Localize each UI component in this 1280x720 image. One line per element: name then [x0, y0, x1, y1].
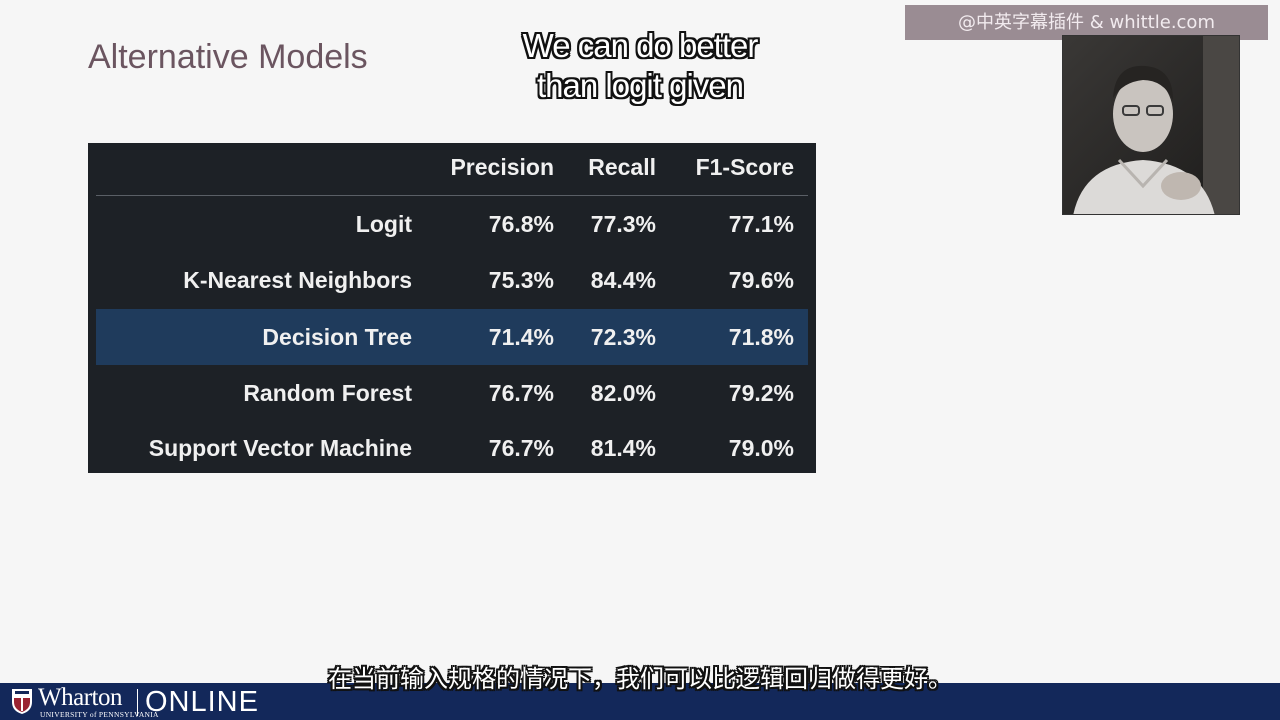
model-name: Support Vector Machine [148, 435, 412, 461]
table-row: Support Vector Machine 76.7% 81.4% 79.0% [96, 420, 808, 476]
precision-value: 76.8% [488, 211, 554, 237]
chinese-subtitle: 在当前输入规格的情况下，我们可以比逻辑回归做得更好。 [328, 665, 952, 693]
table-header-row: Precision Recall F1-Score [96, 139, 808, 195]
header-recall: Recall [588, 154, 656, 180]
university-text: UNIVERSITY of PENNSYLVANIA [40, 710, 159, 719]
model-name: Logit [355, 211, 412, 237]
table-row: Random Forest 76.7% 82.0% 79.2% [96, 365, 808, 421]
precision-value: 76.7% [488, 380, 554, 406]
caption-line-2: than logit given [537, 67, 744, 104]
presenter-video-icon [1063, 36, 1239, 214]
precision-value: 71.4% [488, 324, 554, 350]
header-model [96, 139, 412, 195]
model-metrics-table: Precision Recall F1-Score Logit 76.8% 77… [88, 143, 816, 473]
wharton-logo-text: Wharton [38, 684, 122, 711]
footer-bar: Wharton UNIVERSITY of PENNSYLVANIA ONLIN… [0, 683, 1280, 720]
online-label: ONLINE [145, 686, 259, 718]
recall-value: 81.4% [590, 435, 656, 461]
recall-value: 84.4% [590, 267, 656, 293]
header-precision: Precision [450, 154, 554, 180]
table-row: K-Nearest Neighbors 75.3% 84.4% 79.6% [96, 252, 808, 308]
presenter-video [1062, 35, 1240, 215]
model-name: Random Forest [243, 380, 412, 406]
f1-value: 79.6% [728, 267, 794, 293]
recall-value: 72.3% [590, 324, 656, 350]
watermark-banner: @中英字幕插件 & whittle.com [905, 5, 1268, 40]
english-caption: We can do better than logit given [470, 26, 810, 106]
wharton-shield-icon [12, 689, 32, 714]
footer-divider [137, 689, 138, 716]
precision-value: 76.7% [488, 435, 554, 461]
f1-value: 79.0% [728, 435, 794, 461]
header-divider [96, 195, 808, 196]
precision-value: 75.3% [488, 267, 554, 293]
slide-title: Alternative Models [88, 38, 368, 76]
recall-value: 82.0% [590, 380, 656, 406]
recall-value: 77.3% [590, 211, 656, 237]
f1-value: 71.8% [728, 324, 794, 350]
model-name: Decision Tree [262, 324, 412, 350]
f1-value: 79.2% [728, 380, 794, 406]
f1-value: 77.1% [728, 211, 794, 237]
model-name: K-Nearest Neighbors [183, 267, 412, 293]
table-row: Logit 76.8% 77.3% 77.1% [96, 196, 808, 252]
table-row-highlighted: Decision Tree 71.4% 72.3% 71.8% [96, 309, 808, 365]
caption-line-1: We can do better [522, 27, 759, 64]
header-f1-score: F1-Score [695, 154, 794, 180]
